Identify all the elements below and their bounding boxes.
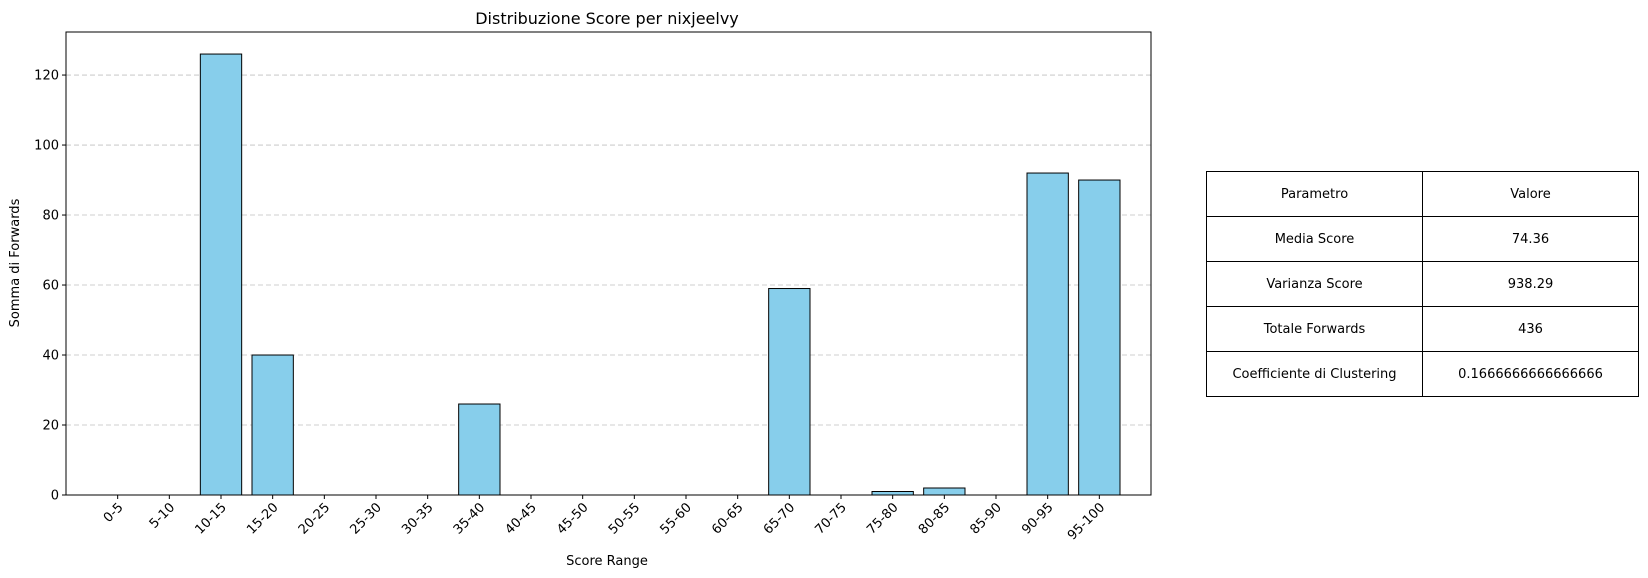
bar: [923, 487, 966, 496]
table-cell: Varianza Score: [1206, 261, 1423, 307]
table-header-cell: Valore: [1422, 171, 1639, 217]
table-cell: Totale Forwards: [1206, 306, 1423, 352]
table-cell: 0.1666666666666666: [1422, 351, 1639, 397]
x-tick-label: 95-100: [1065, 500, 1108, 543]
x-tick-label: 70-75: [813, 500, 850, 537]
table-cell: Coefficiente di Clustering: [1206, 351, 1423, 397]
bar: [1078, 179, 1121, 496]
table-row: Totale Forwards 436: [1206, 306, 1639, 352]
x-tick-label: 55-60: [658, 500, 695, 537]
y-axis-label: Somma di Forwards: [8, 198, 23, 327]
bar: [199, 53, 243, 496]
x-tick-label: 10-15: [193, 500, 230, 537]
x-tick-label: 25-30: [348, 500, 385, 537]
x-tick-label: 15-20: [244, 500, 281, 537]
stats-table: Parametro Valore Media Score 74.36 Varia…: [1206, 171, 1639, 397]
x-tick-label: 85-90: [968, 500, 1005, 537]
table-row: Varianza Score 938.29: [1206, 261, 1639, 307]
bar: [458, 403, 501, 496]
x-tick-label: 90-95: [1019, 500, 1056, 537]
x-tick-label: 80-85: [916, 500, 953, 537]
x-axis-ticks: 0-5 5-10 10-15 15-20 20-25 25-30 30-35 35-40 40-…: [101, 495, 1108, 543]
x-tick-label: 60-65: [709, 500, 746, 537]
bars: [199, 53, 1121, 496]
table-cell: 938.29: [1422, 261, 1639, 307]
x-tick-label: 20-25: [296, 500, 333, 537]
x-tick-label: 40-45: [503, 500, 540, 537]
table-row: Media Score 74.36: [1206, 216, 1639, 262]
x-tick-label: 50-55: [606, 500, 643, 537]
x-tick-label: 30-35: [399, 500, 436, 537]
x-tick-label: 35-40: [451, 500, 488, 537]
y-tick-label: 80: [42, 209, 59, 224]
chart-title: Distribuzione Score per nixjeelvy: [475, 9, 739, 28]
y-tick-label: 40: [42, 349, 59, 364]
gridlines: [66, 74, 1151, 426]
y-tick-label: 60: [42, 279, 59, 294]
bar: [1026, 172, 1069, 496]
bar: [768, 288, 811, 496]
bar: [251, 354, 294, 496]
bar: [871, 491, 914, 496]
y-tick-label: 0: [51, 489, 59, 504]
x-tick-label: 75-80: [864, 500, 901, 537]
table-cell: 436: [1422, 306, 1639, 352]
table-cell: Media Score: [1206, 216, 1423, 262]
y-axis-ticks: 0 20 40 60 80 100 120: [34, 69, 66, 504]
table-header-row: Parametro Valore: [1206, 171, 1639, 217]
x-tick-label: 65-70: [761, 500, 798, 537]
y-tick-label: 20: [42, 419, 59, 434]
plot-frame: [65, 31, 1152, 496]
x-tick-label: 5-10: [147, 500, 178, 531]
x-tick-label: 45-50: [554, 500, 591, 537]
table-header-cell: Parametro: [1206, 171, 1423, 217]
table-cell: 74.36: [1422, 216, 1639, 262]
table-row: Coefficiente di Clustering 0.16666666666…: [1206, 351, 1639, 397]
x-axis-label: Score Range: [566, 554, 648, 569]
y-tick-label: 120: [34, 69, 59, 84]
y-tick-label: 100: [34, 139, 59, 154]
x-tick-label: 0-5: [101, 500, 127, 526]
